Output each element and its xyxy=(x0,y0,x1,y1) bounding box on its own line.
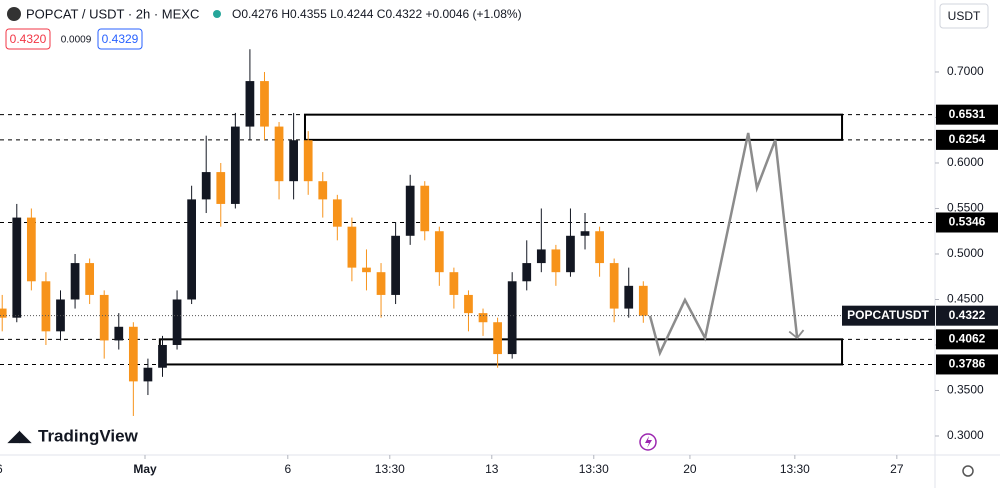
candle-body xyxy=(449,272,459,295)
candle-body xyxy=(201,172,211,200)
candle-body xyxy=(478,313,488,323)
currency-button[interactable] xyxy=(939,3,989,29)
candle-body xyxy=(638,285,648,316)
zone xyxy=(303,113,844,141)
level-label-box xyxy=(936,329,998,350)
ask: 0.4329 xyxy=(102,32,139,46)
candle-body xyxy=(289,140,298,182)
price-label: 0.4322 xyxy=(949,308,986,322)
level-label: 0.5346 xyxy=(949,215,986,229)
y-tick-label: 0.5000 xyxy=(947,246,984,260)
x-tick-label: 13:30 xyxy=(375,462,405,476)
overlay: POPCAT / USDT · 2h · MEXC O0.4276 H0.435… xyxy=(5,3,998,477)
x-tick-label: 13 xyxy=(485,462,499,476)
settings-icon[interactable] xyxy=(962,465,974,477)
candle-body xyxy=(376,272,386,295)
symbol: POPCAT / USDT · 2h · MEXC xyxy=(26,6,199,21)
symbol-icon xyxy=(7,7,21,21)
candle-body xyxy=(216,172,226,204)
candle-body xyxy=(70,263,80,300)
candle-body xyxy=(595,231,604,264)
candle-body xyxy=(464,294,473,314)
lightning-glyph xyxy=(645,436,652,448)
level-label: 0.6531 xyxy=(949,107,986,121)
x-tick-label: May xyxy=(133,462,157,476)
brand-logo: ◢◣ xyxy=(7,428,33,445)
bid: 0.4320 xyxy=(10,32,47,46)
candle-body xyxy=(420,185,430,232)
level-label: 0.4062 xyxy=(949,332,986,346)
candle-body xyxy=(172,299,182,345)
candle-body xyxy=(26,217,36,282)
candle-body xyxy=(41,281,51,332)
level-label-box xyxy=(936,212,998,233)
candle-body xyxy=(434,231,444,273)
x-tick-label: 13:30 xyxy=(780,462,810,476)
level-label: 0.3786 xyxy=(949,357,986,371)
y-tick-label: 0.4500 xyxy=(947,292,984,306)
candle-body xyxy=(303,140,313,182)
y-tick-label: 0.6000 xyxy=(947,155,984,169)
ohlc-text: O0.4276 H0.4355 L0.4244 C0.4322 +0.0046 … xyxy=(232,7,522,21)
candle-body xyxy=(405,185,415,236)
candle-body xyxy=(507,281,517,355)
candle-body xyxy=(580,231,590,236)
candle-body xyxy=(493,322,502,355)
candle-body xyxy=(245,81,255,127)
candle-body xyxy=(347,226,357,268)
candle-body xyxy=(12,217,22,318)
candle-body xyxy=(609,263,619,309)
symbol-label: POPCATUSDT xyxy=(847,308,929,322)
projection-line xyxy=(648,132,805,357)
candle-body xyxy=(551,249,561,273)
candle-body xyxy=(391,235,400,295)
candle-body xyxy=(0,308,7,318)
level-label-box xyxy=(936,104,998,125)
status-dot xyxy=(213,10,221,18)
lightning-icon[interactable] xyxy=(639,433,657,451)
level-label-box xyxy=(936,129,998,150)
candle-body xyxy=(143,367,153,382)
candle-body xyxy=(99,294,109,341)
candle-body xyxy=(158,344,167,368)
price-label-box xyxy=(936,305,998,326)
candle-body xyxy=(260,81,269,127)
x-tick-label: 6 xyxy=(0,462,3,476)
x-tick-label: 27 xyxy=(890,462,904,476)
candle-body xyxy=(318,181,328,200)
currency: USDT xyxy=(948,9,981,23)
candle-body xyxy=(274,126,284,182)
candle-body xyxy=(128,326,138,382)
candle-body xyxy=(536,249,546,264)
candle-body xyxy=(85,263,95,295)
symbol-label-box xyxy=(842,305,935,326)
bid-box[interactable] xyxy=(5,28,51,50)
x-tick-label: 20 xyxy=(683,462,697,476)
y-tick-label: 0.7000 xyxy=(947,64,984,78)
candle-body xyxy=(114,326,124,341)
ask-box[interactable] xyxy=(97,28,143,50)
level-label: 0.6254 xyxy=(949,132,986,146)
candle-body xyxy=(187,199,196,300)
candle-body xyxy=(332,199,342,227)
candle-body xyxy=(522,263,532,282)
y-tick-label: 0.3000 xyxy=(947,428,984,442)
candle-body xyxy=(362,267,371,273)
spread: 0.0009 xyxy=(61,35,92,46)
candle-body xyxy=(566,235,575,273)
candle-body xyxy=(230,126,240,204)
x-tick-label: 13:30 xyxy=(579,462,609,476)
y-tick-label: 0.3500 xyxy=(947,383,984,397)
x-tick-label: 6 xyxy=(284,462,291,476)
y-tick-label: 0.5500 xyxy=(947,201,984,215)
level-label-box xyxy=(936,354,998,375)
candle-body xyxy=(624,285,634,309)
brand: TradingView xyxy=(38,426,139,445)
